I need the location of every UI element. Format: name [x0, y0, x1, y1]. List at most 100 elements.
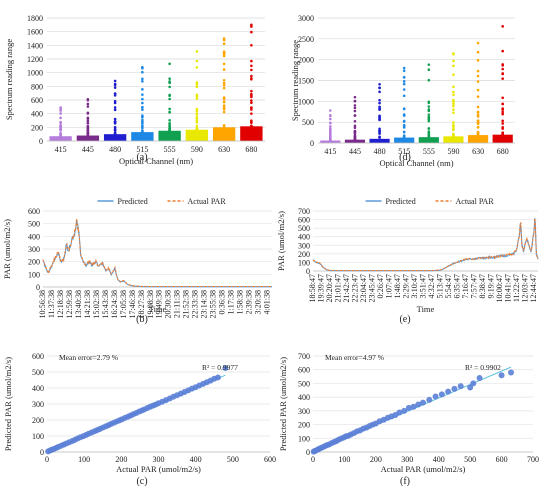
x-tick-label: 19:49:38 [155, 290, 164, 318]
outlier-point [86, 112, 90, 115]
x-tick-label: 22:33:38 [191, 290, 200, 318]
outlier-point [168, 124, 171, 128]
outlier-point [353, 135, 357, 139]
outlier-point [141, 129, 144, 132]
bar [467, 135, 489, 143]
outlier-point [402, 94, 406, 98]
outlier-point [353, 99, 357, 103]
outlier-point [141, 120, 144, 124]
outlier-point [353, 129, 357, 133]
y-axis-title: PAR (umol/m2/s) [2, 219, 12, 279]
outlier-point [452, 121, 455, 124]
scatter-point [467, 384, 474, 391]
outlier-point [501, 108, 504, 111]
x-axis-title: Optical Channel (nm) [119, 156, 193, 166]
y-tick-label: 200 [28, 258, 40, 267]
y-tick-label: 0 [36, 283, 40, 292]
x-tick-label: 680 [245, 145, 257, 154]
outlier-point [501, 49, 504, 53]
outlier-point [402, 135, 406, 139]
scatter-point [426, 396, 433, 403]
outlier-point [141, 118, 144, 122]
outlier-point [195, 119, 199, 122]
outlier-point [86, 133, 90, 137]
y-tick-label: 500 [28, 220, 40, 229]
outlier-point [141, 108, 144, 111]
outlier-point [113, 79, 117, 83]
y-tick-label: 400 [31, 110, 43, 119]
outlier-point [250, 59, 253, 63]
x-tick-label: 18:27:38 [137, 290, 146, 318]
y-tick-label: 1000 [27, 69, 43, 78]
outlier-point [195, 124, 199, 128]
y-tick-label: 400 [298, 233, 310, 242]
y-tick-label: 3000 [298, 14, 314, 23]
outlier-point [86, 127, 90, 130]
outlier-point [222, 38, 226, 42]
outlier-point [476, 113, 480, 117]
x-tick-label: 600 [496, 455, 508, 464]
outlier-point [427, 115, 431, 119]
outlier-point [141, 77, 144, 81]
x-tick-label: 14:21:38 [83, 290, 92, 318]
outlier-point [501, 110, 504, 114]
y-tick-label: 300 [298, 407, 310, 416]
outlier-point [452, 98, 455, 102]
scatter-point [415, 401, 422, 408]
x-tick-label: 2:29:47 [401, 274, 410, 298]
panel-label-e: (e) [399, 314, 410, 325]
outlier-point [378, 136, 381, 139]
outlier-point [329, 117, 332, 121]
x-tick-label: 400 [190, 455, 202, 464]
outlier-point [402, 130, 406, 134]
legend-label: Predicted [386, 197, 416, 206]
legend-label: Predicted [118, 197, 148, 206]
x-tick-label: 480 [374, 147, 386, 156]
outlier-point [427, 100, 431, 104]
outlier-point [141, 80, 144, 83]
y-tick-label: 600 [32, 352, 44, 361]
x-tick-label: 10:00:47 [495, 274, 504, 302]
outlier-point [195, 112, 199, 115]
outlier-point [141, 97, 144, 101]
outlier-point [452, 108, 455, 111]
outlier-point [113, 101, 117, 105]
outlier-point [501, 63, 504, 66]
legend-label: Actual PAR [456, 197, 495, 206]
outlier-point [86, 98, 90, 102]
x-tick-label: 20:20:47 [325, 274, 334, 302]
outlier-point [222, 110, 226, 114]
outlier-point [353, 124, 357, 128]
y-tick-label: 0 [39, 137, 43, 146]
outlier-point [329, 128, 332, 132]
outlier-point [222, 105, 226, 109]
outlier-point [250, 89, 253, 93]
outlier-point [452, 90, 455, 94]
y-tick-label: 2500 [298, 35, 314, 44]
outlier-point [250, 99, 253, 102]
x-tick-label: 10:56:38 [38, 290, 47, 318]
outlier-point [195, 85, 199, 89]
outlier-point [222, 83, 226, 87]
x-tick-label: 11:22:47 [512, 274, 521, 302]
y-tick-label: 600 [28, 207, 40, 216]
y-tick-label: 400 [298, 393, 310, 402]
x-tick-label: 0:36:38 [218, 290, 227, 314]
x-axis-title: Actual PAR (umol/m2/s) [116, 464, 201, 474]
outlier-point [250, 30, 253, 34]
scatter-point [470, 380, 477, 387]
x-tick-label: 19:08:38 [146, 290, 155, 318]
scatter-point [420, 399, 426, 406]
outlier-point [452, 59, 455, 63]
outlier-point [86, 122, 90, 125]
outlier-point [222, 62, 226, 66]
outlier-point [476, 88, 480, 92]
y-axis-title: Spectrum reading range [290, 40, 300, 121]
outlier-point [141, 70, 144, 74]
outlier-point [59, 124, 62, 128]
outlier-point [59, 120, 62, 124]
outlier-point [427, 108, 431, 111]
r-squared-annotation: R² = 0.9902 [465, 363, 501, 372]
outlier-point [452, 102, 455, 106]
outlier-point [452, 85, 455, 89]
